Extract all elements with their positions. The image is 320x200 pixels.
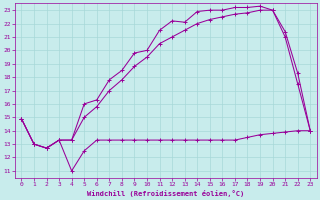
X-axis label: Windchill (Refroidissement éolien,°C): Windchill (Refroidissement éolien,°C) [87,190,244,197]
